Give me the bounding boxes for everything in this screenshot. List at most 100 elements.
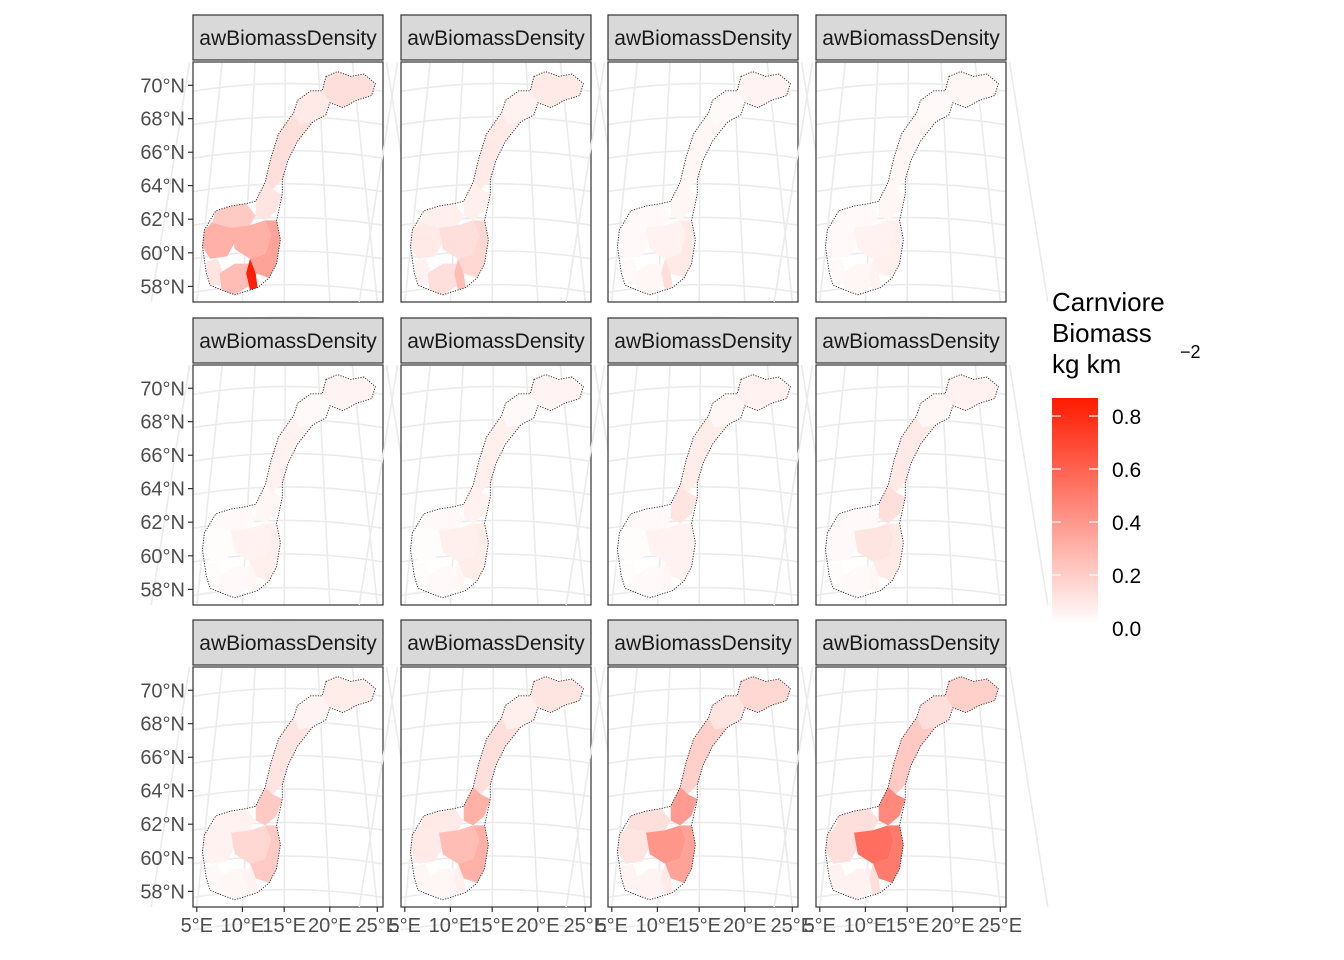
graticule-lon: [491, 61, 495, 303]
region-nordland: [473, 717, 521, 795]
facet-panel-border: [400, 364, 592, 606]
facet-9: awBiomassDensity 70°N 68°N 66°N 64°N 62°N 60°N…: [140, 619, 426, 937]
region-rogaland: [621, 258, 639, 286]
region-innlandet: [854, 220, 894, 259]
graticule-lon: [559, 364, 587, 606]
region-troms: [501, 90, 538, 125]
region-nordland: [888, 112, 936, 190]
facet-panel-border: [400, 61, 592, 303]
region-agder: [634, 263, 665, 295]
y-tick-label: 60°N: [140, 546, 185, 568]
facet-3: awBiomassDensity: [565, 14, 841, 326]
region-nordland: [473, 112, 521, 190]
facet-panel-border: [815, 364, 1007, 606]
facet-7: awBiomassDensity: [565, 317, 841, 629]
region-vestfold: [869, 863, 881, 895]
x-tick-label: 20°E: [308, 915, 352, 937]
facet-strip-label: awBiomassDensity: [614, 632, 792, 655]
graticule-lon: [1008, 364, 1049, 606]
graticule-lon: [819, 61, 847, 303]
region-vestland: [202, 222, 235, 259]
region-innlandet: [439, 220, 479, 259]
region-agder: [842, 566, 873, 598]
graticule-lon: [906, 61, 910, 303]
graticule-lon: [611, 364, 639, 606]
graticule-lon: [864, 364, 879, 606]
graticule-lat: [815, 888, 1007, 899]
graticule-lon: [491, 364, 495, 606]
region-agder: [219, 868, 250, 900]
region-more: [420, 808, 464, 833]
region-nordland: [265, 717, 313, 795]
region-nordland: [888, 415, 936, 493]
graticule-lon: [351, 364, 379, 606]
facet-panel-border: [815, 61, 1007, 303]
facet-1: awBiomassDensity 70°N 68°N 66°N 64°N 62°N 60°N…: [140, 14, 426, 326]
x-tick-label: 15°E: [470, 915, 514, 937]
region-rogaland: [206, 258, 224, 286]
region-finnmark: [530, 71, 584, 108]
facet-panel-border: [607, 666, 799, 908]
graticule-lon: [698, 364, 702, 606]
region-troms: [501, 695, 538, 730]
graticule-lon: [906, 666, 910, 908]
facet-panel-border: [192, 61, 384, 303]
y-tick-label: 68°N: [140, 412, 185, 434]
graticule-lat: [400, 788, 592, 798]
facet-6: awBiomassDensity: [358, 317, 634, 629]
facet-panel-border: [815, 666, 1007, 908]
graticule-lat: [815, 283, 1007, 294]
coastline: [617, 71, 791, 296]
region-rogaland: [829, 863, 847, 891]
y-tick-label: 68°N: [140, 109, 185, 131]
facet-strip-label: awBiomassDensity: [407, 330, 585, 353]
y-tick-label: 64°N: [140, 781, 185, 803]
region-more: [835, 506, 879, 531]
x-tick-label: 15°E: [677, 915, 721, 937]
legend-tick-label: 0.0: [1112, 618, 1141, 641]
facet-8: awBiomassDensity: [773, 317, 1049, 629]
facet-strip-label: awBiomassDensity: [407, 27, 585, 50]
y-tick-label: 62°N: [140, 512, 185, 534]
graticule-lon: [283, 364, 287, 606]
x-tick-label: 10°E: [429, 915, 473, 937]
region-troms: [293, 393, 330, 428]
x-tick-label: 25°E: [356, 915, 400, 937]
region-trondelag: [463, 485, 491, 524]
graticule-lat: [815, 586, 1007, 597]
region-nordland: [680, 415, 728, 493]
region-viken: [665, 825, 696, 883]
y-tick-label: 58°N: [140, 881, 185, 903]
region-rogaland: [206, 561, 224, 589]
legend-title-line-2: Biomass: [1052, 318, 1152, 348]
y-tick-label: 60°N: [140, 848, 185, 870]
graticule-lon: [656, 364, 671, 606]
facet-4: awBiomassDensity: [773, 14, 1049, 326]
region-trondelag: [255, 485, 283, 524]
region-trondelag: [670, 182, 698, 221]
graticule-lat: [400, 486, 592, 496]
graticule-lat: [607, 183, 799, 193]
region-more: [212, 808, 256, 833]
region-innlandet: [646, 523, 686, 562]
graticule-lon: [559, 666, 587, 908]
region-viken: [665, 220, 696, 278]
region-rogaland: [621, 863, 639, 891]
legend-tick-label: 0.4: [1112, 512, 1142, 535]
region-troms: [708, 90, 745, 125]
region-rogaland: [829, 258, 847, 286]
graticule-lon: [864, 61, 879, 303]
region-more: [835, 203, 879, 228]
region-trondelag: [878, 485, 906, 524]
region-finnmark: [737, 71, 791, 108]
region-trondelag: [463, 787, 491, 826]
region-troms: [501, 393, 538, 428]
graticule-lon: [611, 666, 639, 908]
graticule-lon: [150, 61, 191, 303]
graticule-lon: [351, 61, 379, 303]
y-tick-label: 66°N: [140, 747, 185, 769]
region-vestland: [617, 525, 650, 562]
coastline: [410, 676, 584, 901]
x-tick-label: 25°E: [979, 915, 1023, 937]
